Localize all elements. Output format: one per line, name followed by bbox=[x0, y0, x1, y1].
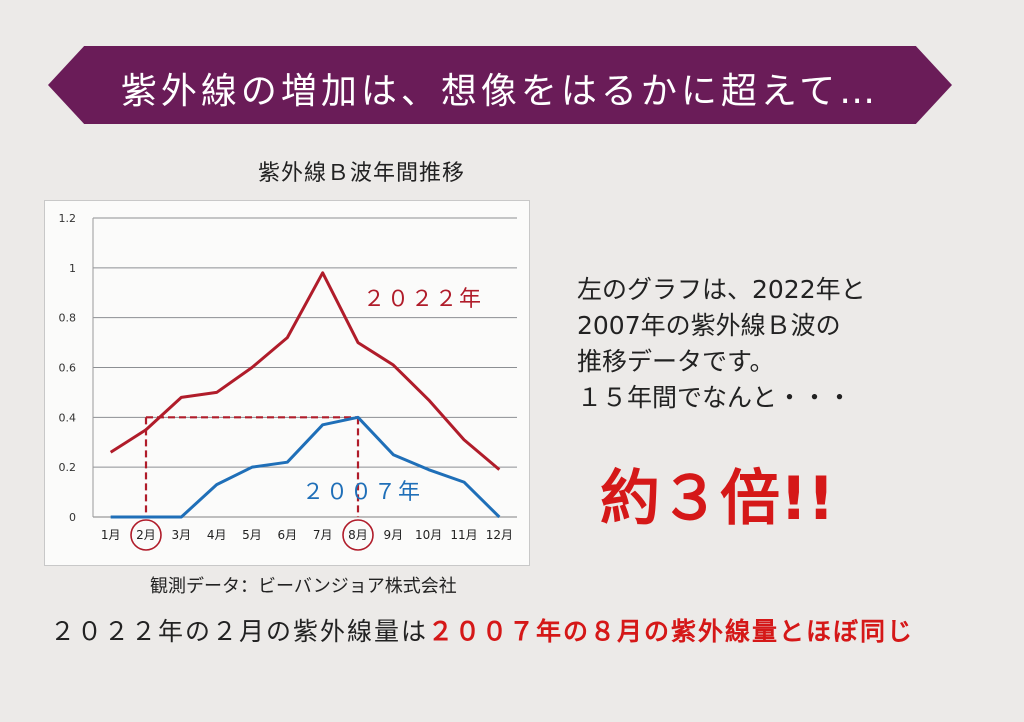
data-source: 観測データ：ビーバンジョア株式会社 bbox=[150, 576, 457, 597]
y-tick-label: 0.2 bbox=[59, 461, 77, 474]
series-label: ２００７年 bbox=[302, 480, 422, 505]
chart-frame: 0 0.2 0.4 0.6 0.8 1 1.2 1月 2月 3月 4月 5月 6月 7月 8月 9月 10月 11… bbox=[44, 200, 530, 566]
x-tick-label: 10月 bbox=[415, 528, 442, 542]
x-tick-label: 4月 bbox=[207, 528, 227, 542]
line-chart: 0 0.2 0.4 0.6 0.8 1 1.2 1月 2月 3月 4月 5月 6月 7月 8月 9月 10月 11… bbox=[59, 212, 517, 551]
y-tick-label: 0.8 bbox=[59, 312, 77, 325]
y-tick-label: 0.6 bbox=[59, 362, 77, 375]
x-tick-label: 8月 bbox=[348, 528, 368, 542]
series-line bbox=[110, 415, 501, 519]
x-tick-label: 7月 bbox=[313, 528, 333, 542]
highlight-circle bbox=[130, 519, 162, 551]
conclusion-part2: ２００７年の８月の紫外線量とほぼ同じ bbox=[428, 617, 915, 646]
banner-title: 紫外線の増加は、想像をはるかに超えて… bbox=[120, 71, 880, 112]
series-line bbox=[109, 271, 501, 471]
x-tick-label: 9月 bbox=[384, 528, 404, 542]
x-tick-label: 6月 bbox=[278, 528, 298, 542]
x-tick-label: 2月 bbox=[136, 528, 156, 542]
explanation-line: １５年間でなんと・・・ bbox=[577, 383, 853, 412]
explanation-line: 2007年の紫外線Ｂ波の bbox=[577, 311, 841, 340]
y-tick-label: 0.4 bbox=[59, 411, 77, 424]
x-tick-label: 11月 bbox=[450, 528, 477, 542]
x-tick-label: 1月 bbox=[101, 528, 121, 542]
emphasis-text: 約３倍!! bbox=[600, 464, 835, 534]
y-tick-label: 1.2 bbox=[59, 212, 77, 225]
y-tick-label: 0 bbox=[69, 511, 76, 524]
highlight-circle bbox=[342, 519, 374, 551]
explanation-line: 左のグラフは、2022年と bbox=[577, 275, 866, 304]
explanation-line: 推移データです。 bbox=[577, 347, 775, 376]
explanation-text: 左のグラフは、2022年と 2007年の紫外線Ｂ波の 推移データです。 １５年間… bbox=[577, 272, 866, 416]
series-label: ２０２２年 bbox=[363, 287, 483, 312]
conclusion-text: ２０２２年の２月の紫外線量は２００７年の８月の紫外線量とほぼ同じ bbox=[50, 612, 914, 648]
x-tick-label: 5月 bbox=[242, 528, 262, 542]
y-tick-label: 1 bbox=[69, 262, 76, 275]
x-tick-label: 12月 bbox=[486, 528, 513, 542]
x-tick-label: 3月 bbox=[172, 528, 192, 542]
conclusion-part1: ２０２２年の２月の紫外線量は bbox=[50, 617, 429, 646]
chart-title: 紫外線Ｂ波年間推移 bbox=[258, 161, 466, 186]
title-banner: 紫外線の増加は、想像をはるかに超えて… bbox=[48, 46, 952, 124]
